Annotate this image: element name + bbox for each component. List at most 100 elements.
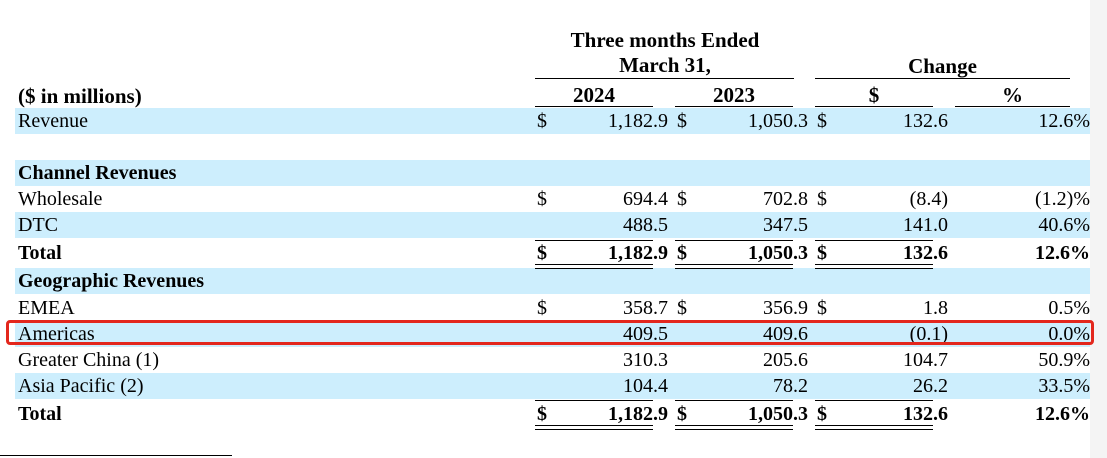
change-amount: 26.2 — [913, 375, 948, 397]
channel-total-top-rule — [675, 240, 793, 241]
dollar-sign: $ — [817, 110, 827, 132]
table-row: Greater China (1) 310.3 205.6 104.7 50.9% — [15, 347, 1090, 373]
change-header-rule — [815, 78, 1070, 79]
dollar-sign: $ — [677, 110, 687, 132]
change-percent — [973, 268, 1090, 294]
value-2023: 347.5 — [763, 214, 808, 236]
value-2024 — [563, 160, 668, 186]
value-2024: 358.7 — [623, 297, 668, 319]
channel-total-double-rule — [535, 264, 653, 269]
dollar-sign: $ — [537, 403, 547, 425]
change-header: Change — [908, 54, 977, 78]
value-2023: 1,050.3 — [748, 110, 808, 132]
row-label: Greater China (1) — [18, 349, 160, 371]
change-amount — [843, 134, 948, 160]
value-2023: 409.6 — [763, 323, 808, 345]
change-amount — [843, 160, 948, 186]
change-amount: 141.0 — [903, 214, 948, 236]
value-2024: 488.5 — [623, 214, 668, 236]
value-2023 — [703, 268, 808, 294]
column-header-2024: 2024 — [573, 83, 615, 107]
value-2024 — [563, 134, 668, 160]
change-percent: 12.6% — [1035, 242, 1090, 264]
geo-total-top-rule — [815, 400, 933, 401]
row-label: EMEA — [18, 297, 75, 319]
change-percent: 12.6% — [1038, 110, 1090, 132]
row-label: Wholesale — [18, 188, 103, 210]
value-2023 — [703, 134, 808, 160]
dollar-sign: $ — [677, 242, 687, 264]
change-percent: (1.2)% — [1035, 188, 1090, 210]
column-header-change-pct: % — [1002, 83, 1023, 107]
row-label: Total — [18, 242, 62, 264]
change-percent — [973, 134, 1090, 160]
change-amount: 132.6 — [903, 110, 948, 132]
table-row: DTC 488.5 347.5 141.0 40.6% — [15, 212, 1090, 238]
value-2024: 1,182.9 — [608, 242, 668, 264]
table-row — [15, 134, 1090, 160]
dollar-sign: $ — [677, 188, 687, 210]
row-label: Revenue — [18, 110, 88, 132]
value-2023: 78.2 — [773, 375, 808, 397]
page-edge-shade — [1090, 0, 1107, 458]
change-percent: 40.6% — [1038, 214, 1090, 236]
table-row: Revenue $1,182.9 $1,050.3 $132.6 12.6% — [15, 108, 1090, 134]
column-header-rule-2023 — [675, 106, 793, 107]
value-2023: 1,050.3 — [748, 403, 808, 425]
period-header-rule — [535, 78, 794, 79]
row-label: Total — [18, 403, 62, 425]
row-label: DTC — [18, 214, 58, 236]
value-2023: 356.9 — [763, 297, 808, 319]
row-label: Channel Revenues — [18, 162, 177, 184]
value-2023: 702.8 — [763, 188, 808, 210]
dollar-sign: $ — [537, 297, 547, 319]
dollar-sign: $ — [677, 297, 687, 319]
value-2024: 409.5 — [623, 323, 668, 345]
channel-total-double-rule — [815, 264, 933, 269]
geo-total-double-rule — [675, 425, 793, 430]
geo-total-double-rule — [815, 425, 933, 430]
units-label: ($ in millions) — [18, 84, 142, 108]
column-header-rule-dollar — [815, 106, 933, 107]
change-percent: 50.9% — [1038, 349, 1090, 371]
table-row: Asia Pacific (2) 104.4 78.2 26.2 33.5% — [15, 373, 1090, 399]
change-amount: 132.6 — [903, 403, 948, 425]
value-2024: 1,182.9 — [608, 110, 668, 132]
column-header-rule-pct — [955, 106, 1070, 107]
period-header-line1: Three months Ended — [570, 28, 760, 52]
value-2024: 104.4 — [623, 375, 668, 397]
geo-total-top-rule — [675, 400, 793, 401]
change-amount: 132.6 — [903, 242, 948, 264]
period-header-line2: March 31, — [619, 53, 711, 77]
americas-row-highlight — [6, 320, 1094, 345]
change-percent: 0.5% — [1048, 297, 1090, 319]
change-percent: 33.5% — [1038, 375, 1090, 397]
dollar-sign: $ — [817, 242, 827, 264]
table-row: EMEA $358.7 $356.9 $1.8 0.5% — [15, 295, 1090, 321]
change-amount: (0.1) — [909, 323, 948, 345]
table-row: Total $1,182.9 $1,050.3 $132.6 12.6% — [15, 240, 1090, 266]
dollar-sign: $ — [537, 188, 547, 210]
table-row: Channel Revenues — [15, 160, 1090, 186]
value-2024: 694.4 — [623, 188, 668, 210]
value-2023: 205.6 — [763, 349, 808, 371]
dollar-sign: $ — [677, 403, 687, 425]
column-header-2023: 2023 — [713, 83, 755, 107]
change-amount: (8.4) — [909, 188, 948, 210]
value-2024: 1,182.9 — [608, 403, 668, 425]
table-row: Total $1,182.9 $1,050.3 $132.6 12.6% — [15, 401, 1090, 427]
dollar-sign: $ — [537, 242, 547, 264]
channel-total-top-rule — [815, 240, 933, 241]
change-amount: 1.8 — [923, 297, 948, 319]
dollar-sign: $ — [817, 403, 827, 425]
dollar-sign: $ — [817, 297, 827, 319]
channel-total-double-rule — [675, 264, 793, 269]
table-row: Geographic Revenues — [15, 268, 1090, 294]
geo-total-top-rule — [535, 400, 653, 401]
value-2023 — [703, 160, 808, 186]
footnote-rule — [0, 455, 232, 456]
value-2023: 1,050.3 — [748, 242, 808, 264]
change-percent — [973, 160, 1090, 186]
change-amount — [843, 268, 948, 294]
row-label: Americas — [18, 323, 95, 345]
